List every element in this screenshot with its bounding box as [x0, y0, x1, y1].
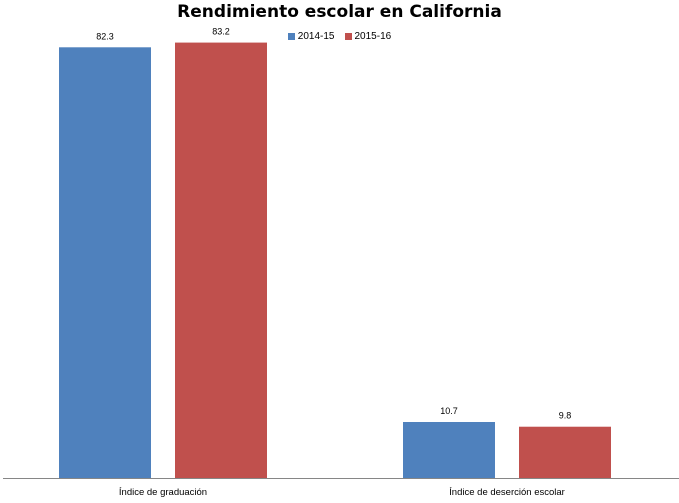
bar-2014-15-0: [59, 47, 151, 479]
legend-swatch-2014-15: [287, 33, 295, 40]
category-label-0: Índice de graduación: [119, 487, 207, 498]
chart-title: Rendimiento escolar en California: [177, 2, 502, 22]
bar-2015-16-1: [519, 426, 611, 478]
data-label-2015-16-1: 9.8: [559, 411, 572, 421]
bar-2014-15-1: [403, 422, 495, 478]
data-label-2015-16-0: 83.2: [212, 27, 230, 37]
legend-label-2014-15: 2014-15: [297, 31, 335, 42]
legend-item-2014-15: 2014-15: [287, 31, 335, 42]
legend: 2014-15 2015-16: [0, 31, 679, 42]
category-label-1: Índice de deserción escolar: [449, 487, 565, 498]
legend-label-2015-16: 2015-16: [354, 31, 392, 42]
legend-swatch-2015-16: [344, 33, 352, 40]
data-label-2014-15-0: 82.3: [96, 31, 114, 41]
bar-2015-16-0: [175, 42, 267, 478]
data-label-2014-15-1: 10.7: [440, 406, 458, 416]
legend-item-2015-16: 2015-16: [344, 31, 392, 42]
